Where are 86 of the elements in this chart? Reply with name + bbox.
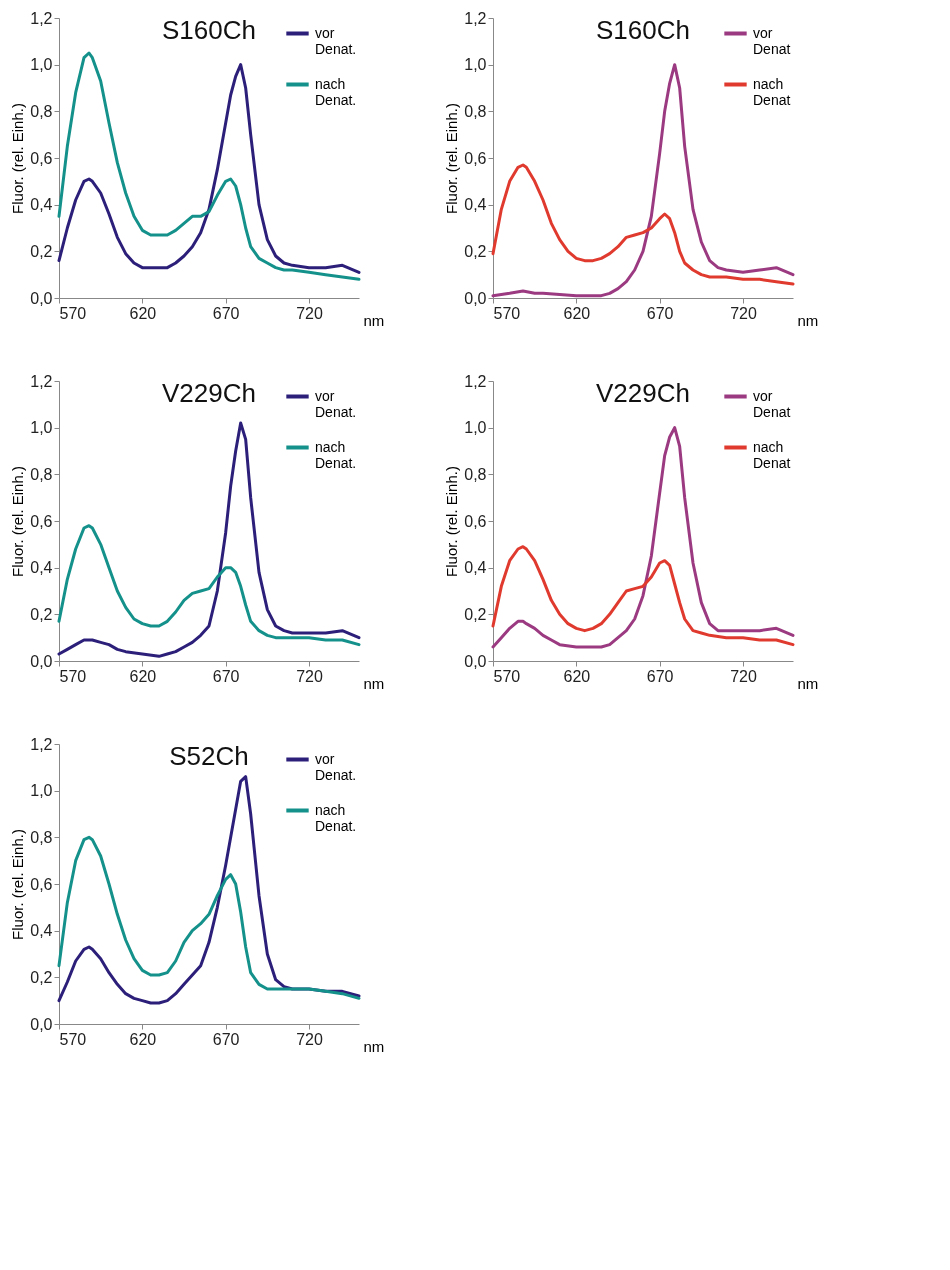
x-axis-title: nm — [363, 674, 385, 692]
x-tick-label: 720 — [730, 667, 757, 685]
y-tick-label: 1,0 — [30, 56, 53, 74]
legend-label: nach Denat — [753, 75, 791, 108]
x-tick-label: 570 — [493, 304, 521, 322]
x-tick-label: 670 — [212, 1030, 240, 1048]
x-axis-title: nm — [797, 674, 819, 692]
y-axis-title: Fluor. (rel. Einh.) — [443, 466, 461, 577]
y-tick-label: 0,4 — [30, 922, 53, 940]
y-tick-label: 1,0 — [464, 419, 487, 437]
y-tick-label: 1,2 — [30, 372, 53, 390]
x-tick-label: 570 — [493, 667, 521, 685]
y-tick-label: 0,2 — [30, 242, 53, 260]
y-tick-label: 1,2 — [464, 9, 487, 27]
legend-label: vor Denat. — [315, 750, 357, 783]
x-tick-label: 670 — [212, 667, 240, 685]
line-series — [491, 163, 795, 286]
legend-label: nach Denat. — [315, 438, 357, 471]
x-tick-label: 720 — [296, 667, 323, 685]
legend-label: vor Denat — [753, 387, 791, 420]
y-tick-label: 0,2 — [30, 605, 53, 623]
y-tick-label: 0,0 — [30, 289, 53, 307]
y-tick-label: 0,8 — [464, 465, 487, 483]
x-tick-label: 670 — [646, 667, 674, 685]
y-tick-label: 0,0 — [30, 652, 53, 670]
legend-label: vor Denat. — [315, 387, 357, 420]
y-axis-title: Fluor. (rel. Einh.) — [443, 103, 461, 214]
y-tick-label: 0,4 — [464, 559, 487, 577]
y-tick-label: 0,6 — [464, 149, 487, 167]
y-tick-label: 1,2 — [30, 735, 53, 753]
legend-label: vor Denat — [753, 24, 791, 57]
y-tick-label: 1,2 — [464, 372, 487, 390]
x-tick-label: 620 — [129, 1030, 157, 1048]
y-tick-label: 0,4 — [30, 559, 53, 577]
x-tick-label: 670 — [212, 304, 240, 322]
legend-label: nach Denat. — [315, 75, 357, 108]
y-tick-label: 0,0 — [464, 652, 487, 670]
y-tick-label: 0,8 — [30, 102, 53, 120]
chart-title: S52Ch — [169, 741, 249, 771]
y-tick-label: 0,2 — [464, 242, 487, 260]
x-tick-label: 720 — [296, 1030, 323, 1048]
x-axis-title: nm — [363, 1037, 385, 1055]
x-tick-label: 570 — [59, 1030, 87, 1048]
y-tick-label: 1,0 — [30, 419, 53, 437]
y-tick-label: 0,6 — [464, 512, 487, 530]
y-tick-label: 0,6 — [30, 512, 53, 530]
y-tick-label: 0,0 — [30, 1015, 53, 1033]
y-tick-label: 0,6 — [30, 875, 53, 893]
y-tick-label: 0,0 — [464, 289, 487, 307]
y-tick-label: 1,0 — [464, 56, 487, 74]
legend-label: vor Denat. — [315, 24, 357, 57]
chart-title: V229Ch — [162, 378, 256, 408]
x-tick-label: 570 — [59, 667, 87, 685]
x-tick-label: 620 — [563, 304, 591, 322]
y-tick-label: 0,8 — [30, 465, 53, 483]
x-tick-label: 620 — [129, 304, 157, 322]
x-tick-label: 670 — [646, 304, 674, 322]
chart-title: S160Ch — [162, 15, 256, 45]
line-series — [57, 835, 361, 1000]
y-tick-label: 0,2 — [30, 968, 53, 986]
x-tick-label: 620 — [563, 667, 591, 685]
line-series — [491, 426, 795, 649]
y-tick-label: 1,2 — [30, 9, 53, 27]
line-series — [57, 524, 361, 647]
y-axis-title: Fluor. (rel. Einh.) — [9, 829, 27, 940]
x-tick-label: 720 — [296, 304, 323, 322]
y-tick-label: 0,8 — [30, 828, 53, 846]
line-series — [57, 421, 361, 658]
legend-label: nach Denat. — [315, 801, 357, 834]
y-axis-title: Fluor. (rel. Einh.) — [9, 103, 27, 214]
y-tick-label: 0,4 — [464, 196, 487, 214]
y-tick-label: 1,0 — [30, 782, 53, 800]
y-tick-label: 0,6 — [30, 149, 53, 167]
y-tick-label: 0,2 — [464, 605, 487, 623]
legend-label: nach Denat — [753, 438, 791, 471]
x-axis-title: nm — [363, 311, 385, 329]
y-tick-label: 0,4 — [30, 196, 53, 214]
x-tick-label: 720 — [730, 304, 757, 322]
x-tick-label: 570 — [59, 304, 87, 322]
y-axis-title: Fluor. (rel. Einh.) — [9, 466, 27, 577]
x-tick-label: 620 — [129, 667, 157, 685]
x-axis-title: nm — [797, 311, 819, 329]
line-series — [491, 545, 795, 647]
chart-title: V229Ch — [596, 378, 690, 408]
y-tick-label: 0,8 — [464, 102, 487, 120]
chart-title: S160Ch — [596, 15, 690, 45]
